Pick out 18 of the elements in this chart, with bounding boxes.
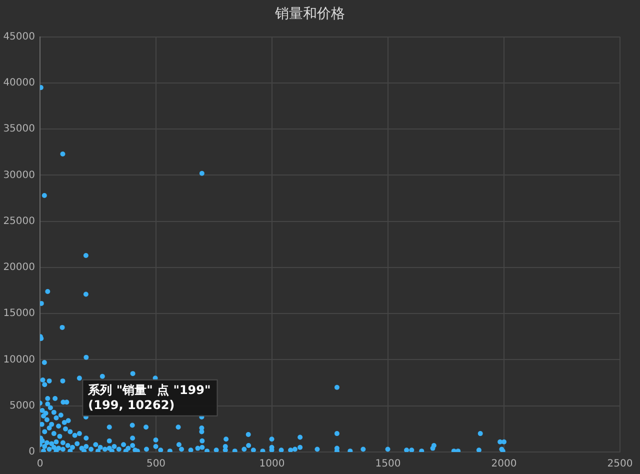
- x-tick-label: 0: [36, 458, 44, 470]
- y-tick-label: 20000: [3, 262, 35, 274]
- y-tick-label: 25000: [3, 216, 35, 227]
- annotation: 系列 "销量" 点 "199" (199, 10262): [87, 382, 211, 412]
- x-tick-label: 1500: [375, 458, 401, 470]
- y-tick-label: 15000: [3, 308, 35, 320]
- y-tick-label: 45000: [3, 31, 35, 42]
- x-tick-label: 2000: [491, 458, 517, 470]
- y-tick-label: 0: [28, 446, 35, 458]
- x-tick-label: 1000: [259, 458, 285, 470]
- y-tick-label: 10000: [3, 354, 35, 366]
- y-tick-label: 5000: [10, 400, 35, 412]
- chart-title: 销量和价格: [274, 6, 345, 22]
- y-tick-label: 30000: [3, 170, 35, 181]
- x-tick-label: 2500: [607, 458, 633, 470]
- y-tick-label: 35000: [3, 124, 35, 135]
- y-tick-label: 40000: [3, 78, 35, 89]
- x-tick-label: 500: [146, 458, 166, 470]
